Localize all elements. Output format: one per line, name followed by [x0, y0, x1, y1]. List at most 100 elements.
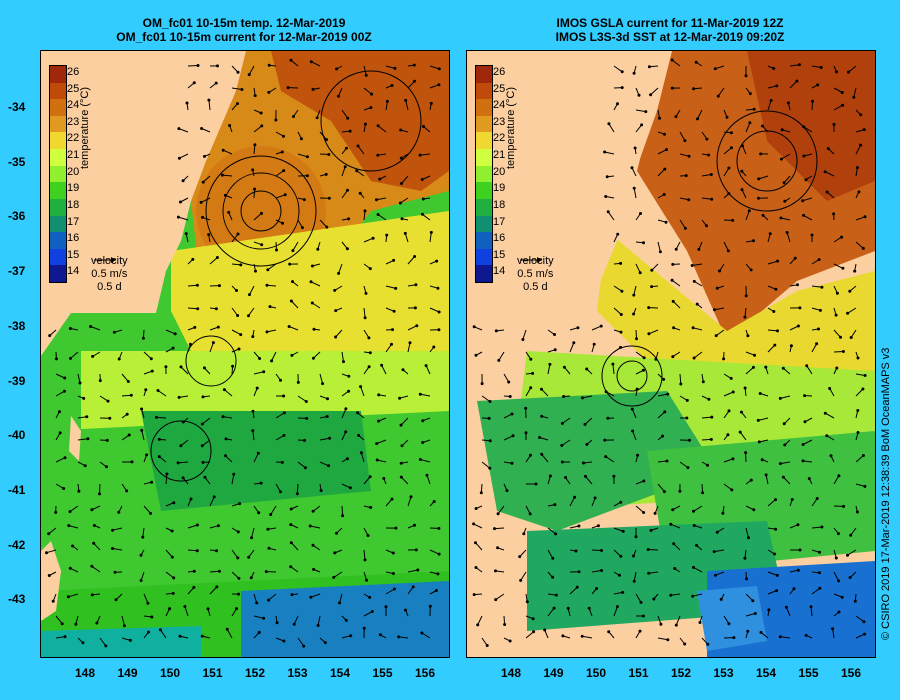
- velocity-arrow: [202, 175, 211, 183]
- velocity-arrow-head: [227, 210, 231, 214]
- velocity-arrow-head: [632, 312, 636, 316]
- velocity-arrow-head: [117, 357, 121, 361]
- velocity-arrow-head: [585, 442, 589, 446]
- velocity-arrow-head: [77, 489, 81, 493]
- velocity-arrow-head: [325, 225, 329, 229]
- velocity-arrow: [363, 549, 366, 560]
- velocity-arrow-head: [861, 246, 865, 250]
- velocity-arrow: [77, 438, 88, 441]
- velocity-arrow-head: [393, 587, 396, 591]
- velocity-arrow-head: [819, 66, 823, 69]
- velocity-arrow-head: [150, 480, 154, 484]
- velocity-arrow-head: [251, 429, 255, 433]
- colorbar-tick: 21: [493, 149, 506, 162]
- left-map-field: [41, 51, 449, 657]
- velocity-arrow-head: [745, 577, 748, 581]
- velocity-arrow: [253, 144, 256, 155]
- velocity-arrow-head: [436, 286, 440, 290]
- velocity-arrow-head: [63, 635, 67, 639]
- velocity-arrow: [745, 593, 754, 602]
- velocity-arrow-head: [321, 382, 325, 386]
- velocity-arrow: [631, 167, 637, 177]
- velocity-arrow-head: [125, 412, 129, 416]
- latitude-tick-label: -43: [8, 592, 26, 607]
- velocity-arrow-head: [411, 585, 415, 589]
- velocity-arrow-head: [105, 465, 108, 469]
- velocity-arrow: [670, 593, 681, 596]
- velocity-arrow-head: [726, 433, 730, 437]
- velocity-arrow-head: [778, 396, 782, 400]
- velocity-arrow: [481, 395, 491, 402]
- velocity-arrow: [363, 329, 370, 339]
- velocity-arrow-head: [577, 570, 581, 574]
- velocity-arrow: [481, 637, 488, 646]
- velocity-arrow-head: [296, 380, 300, 384]
- velocity-arrow: [310, 525, 321, 529]
- velocity-arrow-head: [727, 622, 731, 626]
- velocity-arrow: [547, 549, 554, 559]
- velocity-arrow: [745, 367, 754, 375]
- velocity-arrow: [585, 476, 593, 485]
- velocity-arrow-head: [802, 213, 806, 217]
- velocity-arrow-head: [259, 111, 263, 115]
- velocity-arrow-head: [823, 170, 827, 174]
- colorbar-tick: 25: [67, 82, 80, 95]
- velocity-arrow-head: [289, 58, 293, 62]
- velocity-arrow-head: [413, 523, 416, 527]
- right-title-line1: IMOS GSLA current for 11-Mar-2019 12Z: [556, 16, 784, 30]
- velocity-arrow-head: [753, 353, 756, 357]
- velocity-arrow-head: [177, 395, 181, 399]
- velocity-arrow-head: [221, 148, 225, 152]
- velocity-arrow-head: [232, 472, 236, 476]
- velocity-arrow-head: [652, 597, 656, 601]
- velocity-arrow-head: [157, 455, 161, 459]
- velocity-arrow-head: [337, 271, 341, 275]
- velocity-arrow-head: [606, 416, 610, 420]
- velocity-arrow-head: [554, 593, 558, 597]
- velocity-arrow-head: [774, 498, 777, 502]
- velocity-arrow: [693, 351, 703, 359]
- velocity-arrow-head: [494, 329, 498, 333]
- velocity-arrow-head: [292, 622, 296, 626]
- velocity-arrow-head: [311, 356, 315, 360]
- velocity-arrow-head: [863, 484, 867, 488]
- velocity-arrow-head: [316, 624, 320, 627]
- velocity-arrow-head: [803, 420, 807, 424]
- velocity-arrow-head: [312, 327, 316, 331]
- colorbar-segment: [476, 232, 492, 250]
- velocity-arrow-head: [595, 587, 599, 590]
- velocity-arrow-head: [521, 338, 525, 341]
- velocity-arrow-head: [275, 621, 279, 625]
- velocity-arrow-head: [692, 87, 696, 91]
- velocity-arrow-head: [414, 283, 418, 287]
- colorbar-segment: [476, 66, 492, 84]
- right-map-panel[interactable]: temperature (°C) velocity 0.5 m/s 0.5 d …: [466, 50, 876, 658]
- velocity-arrow-head: [730, 488, 734, 492]
- velocity-arrow: [296, 483, 299, 494]
- velocity-arrow: [632, 430, 637, 441]
- velocity-arrow-head: [753, 612, 757, 615]
- velocity-arrow: [811, 587, 821, 595]
- velocity-arrow: [141, 430, 145, 441]
- velocity-arrow-head: [288, 262, 292, 266]
- longitude-tick-label: 150: [159, 666, 181, 680]
- velocity-arrow: [541, 388, 549, 397]
- velocity-arrow-head: [573, 495, 577, 499]
- velocity-arrow: [855, 388, 864, 397]
- velocity-arrow-head: [697, 247, 701, 251]
- velocity-arrow: [477, 615, 483, 626]
- velocity-arrow-head: [265, 283, 269, 287]
- velocity-arrow-head: [239, 263, 243, 267]
- velocity-arrow-head: [709, 437, 713, 441]
- velocity-arrow-head: [644, 110, 648, 114]
- colorbar-tick: 20: [67, 165, 80, 178]
- velocity-arrow-head: [859, 113, 863, 117]
- velocity-arrow-head: [311, 87, 315, 91]
- velocity-arrow: [184, 606, 189, 617]
- velocity-arrow-head: [621, 529, 625, 533]
- velocity-arrow-head: [390, 342, 393, 346]
- velocity-arrow: [633, 188, 637, 199]
- velocity-arrow: [612, 364, 615, 375]
- left-map-panel[interactable]: temperature (°C) velocity 0.5 m/s 0.5 d …: [40, 50, 450, 658]
- colorbar-segment: [50, 232, 66, 250]
